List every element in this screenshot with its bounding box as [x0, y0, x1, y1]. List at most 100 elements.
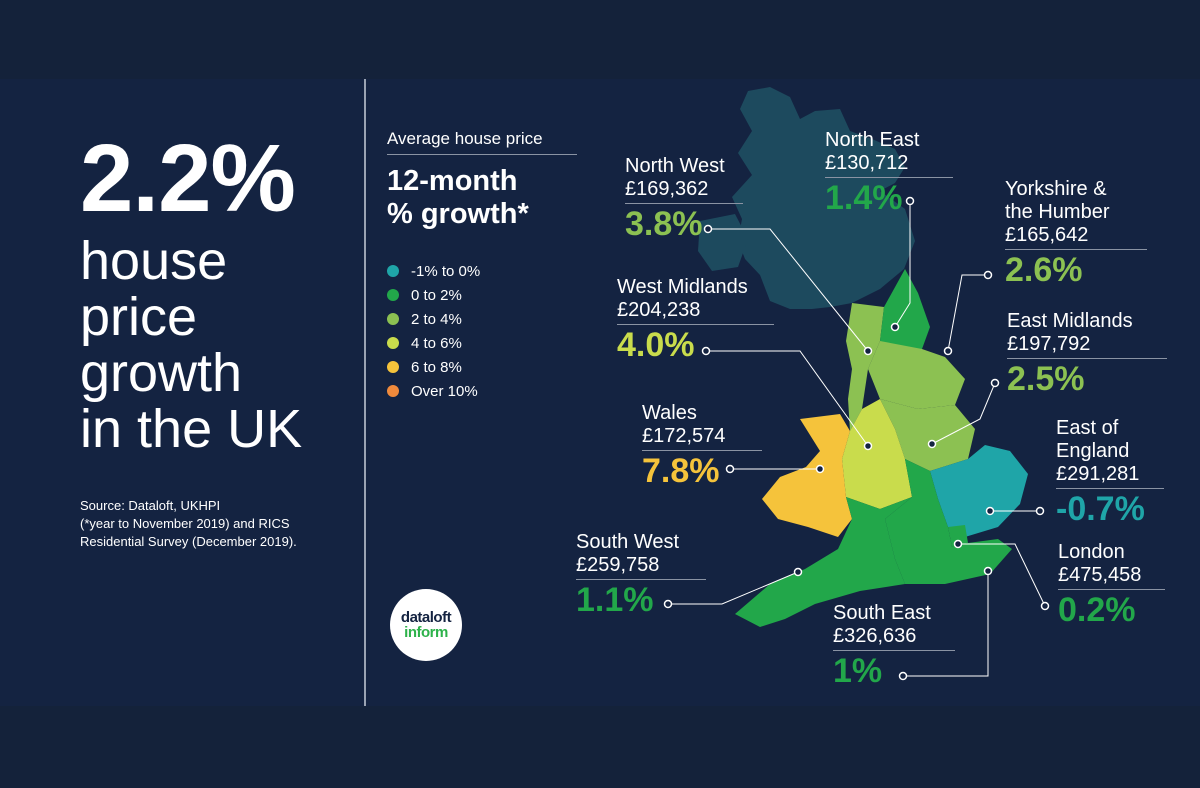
leader-london: [958, 543, 1046, 607]
legend-item-label: 4 to 6%: [411, 334, 462, 352]
map-region-east-midlands: [880, 399, 975, 471]
legend-title-line1: 12-month: [387, 165, 518, 197]
headline-value: 2.2%: [80, 125, 296, 232]
map-region-south-east: [885, 459, 1012, 584]
legend-item-label: -1% to 0%: [411, 262, 481, 280]
label-south-east: South East £326,636 1%: [833, 602, 955, 691]
legend: Average house price 12-month % growth* -…: [387, 129, 587, 403]
label-east-midlands: East Midlands £197,792 2.5%: [1007, 310, 1167, 399]
region-name: North East: [825, 129, 920, 151]
leader-dot: [890, 322, 900, 332]
leader-dot: [927, 439, 937, 449]
region-growth: 1%: [833, 652, 883, 690]
leader-south-east: [903, 571, 989, 677]
legend-item: 4 to 6%: [387, 331, 587, 355]
region-price: £130,712: [825, 152, 953, 178]
leader-dot: [983, 566, 993, 576]
legend-caption: Average house price: [387, 129, 577, 155]
label-south-west: South West £259,758 1.1%: [576, 531, 706, 620]
leader-dot: [898, 671, 908, 681]
legend-swatch-icon: [387, 265, 399, 277]
region-price: £291,281: [1056, 463, 1164, 489]
label-wales: Wales £172,574 7.8%: [642, 402, 762, 491]
region-price: £197,792: [1007, 333, 1167, 359]
region-growth: 7.8%: [642, 452, 720, 490]
leader-south-west: [668, 571, 799, 605]
region-growth: 1.1%: [576, 581, 654, 619]
legend-swatch-icon: [387, 289, 399, 301]
leader-west-midlands: [706, 350, 869, 447]
region-name-line2: England: [1056, 440, 1130, 462]
legend-item-label: Over 10%: [411, 382, 478, 400]
region-name-line1: Yorkshire &: [1005, 178, 1107, 200]
label-london: London £475,458 0.2%: [1058, 541, 1165, 630]
leader-dot: [943, 346, 953, 356]
region-name: East Midlands: [1007, 310, 1133, 332]
region-price: £172,574: [642, 425, 762, 451]
leader-north-east: [894, 201, 911, 328]
leader-north-west: [708, 228, 869, 352]
leader-dot: [985, 506, 995, 516]
legend-item-label: 2 to 4%: [411, 310, 462, 328]
leader-dot: [663, 599, 673, 609]
leader-dot: [990, 378, 1000, 388]
label-north-east: North East £130,712 1.4%: [825, 129, 953, 218]
label-yorkshire: Yorkshire & the Humber £165,642 2.6%: [1005, 178, 1147, 290]
region-growth: 2.5%: [1007, 360, 1085, 398]
region-name: South West: [576, 531, 680, 553]
legend-title: 12-month % growth*: [387, 165, 587, 231]
leader-dot: [863, 441, 873, 451]
region-name: North West: [625, 155, 725, 177]
region-name-line2: the Humber: [1005, 201, 1110, 223]
headline-line4: in the UK: [80, 399, 303, 459]
dataloft-logo: dataloft inform: [390, 589, 462, 661]
legend-item: Over 10%: [387, 379, 587, 403]
region-growth: 2.6%: [1005, 251, 1083, 289]
leader-dot: [1040, 601, 1050, 611]
region-growth: -0.7%: [1056, 490, 1145, 528]
region-price: £204,238: [617, 299, 774, 325]
uk-map: [663, 87, 1050, 681]
label-east-of-england: East of England £291,281 -0.7%: [1056, 417, 1164, 529]
infographic-panel: 2.2% house price growth in the UK Source…: [0, 79, 1200, 706]
legend-item-label: 0 to 2%: [411, 286, 462, 304]
legend-item: -1% to 0%: [387, 259, 587, 283]
region-name-line1: East of: [1056, 417, 1119, 439]
label-west-midlands: West Midlands £204,238 4.0%: [617, 276, 774, 365]
map-region-scotland: [732, 87, 915, 309]
headline: 2.2% house price growth in the UK: [80, 125, 350, 458]
logo-line1: dataloft: [400, 609, 452, 626]
logo-line2: inform: [404, 624, 448, 641]
source-line2: (*year to November 2019) and RICS: [80, 516, 290, 531]
leader-dot: [905, 196, 915, 206]
map-region-yorkshire: [868, 341, 965, 409]
region-price: £259,758: [576, 554, 706, 580]
source-line3: Residential Survey (December 2019).: [80, 534, 297, 549]
leader-dot: [815, 464, 825, 474]
leader-east-midlands: [931, 382, 996, 445]
headline-text: house price growth in the UK: [80, 233, 350, 457]
map-region-east-of-england: [930, 445, 1028, 537]
leader-dots: [663, 196, 1050, 681]
map-region-south-west: [735, 497, 912, 627]
region-growth: 1.4%: [825, 179, 903, 217]
legend-item: 2 to 4%: [387, 307, 587, 331]
legend-swatch-icon: [387, 313, 399, 325]
headline-line1: house: [80, 231, 228, 291]
map-region-west-midlands: [842, 399, 912, 509]
leader-dot: [701, 346, 711, 356]
legend-swatch-icon: [387, 337, 399, 349]
region-growth: 0.2%: [1058, 591, 1136, 629]
region-name: Wales: [642, 402, 697, 424]
region-name: West Midlands: [617, 276, 748, 298]
region-name: South East: [833, 602, 931, 624]
label-north-west: North West £169,362 3.8%: [625, 155, 743, 244]
map-region-wales: [762, 414, 852, 537]
leader-dot: [793, 567, 803, 577]
map-region-london: [948, 525, 968, 547]
leader-dot: [1035, 506, 1045, 516]
region-growth: 4.0%: [617, 326, 695, 364]
leader-dot: [983, 270, 993, 280]
region-price: £169,362: [625, 178, 743, 204]
legend-item: 0 to 2%: [387, 283, 587, 307]
